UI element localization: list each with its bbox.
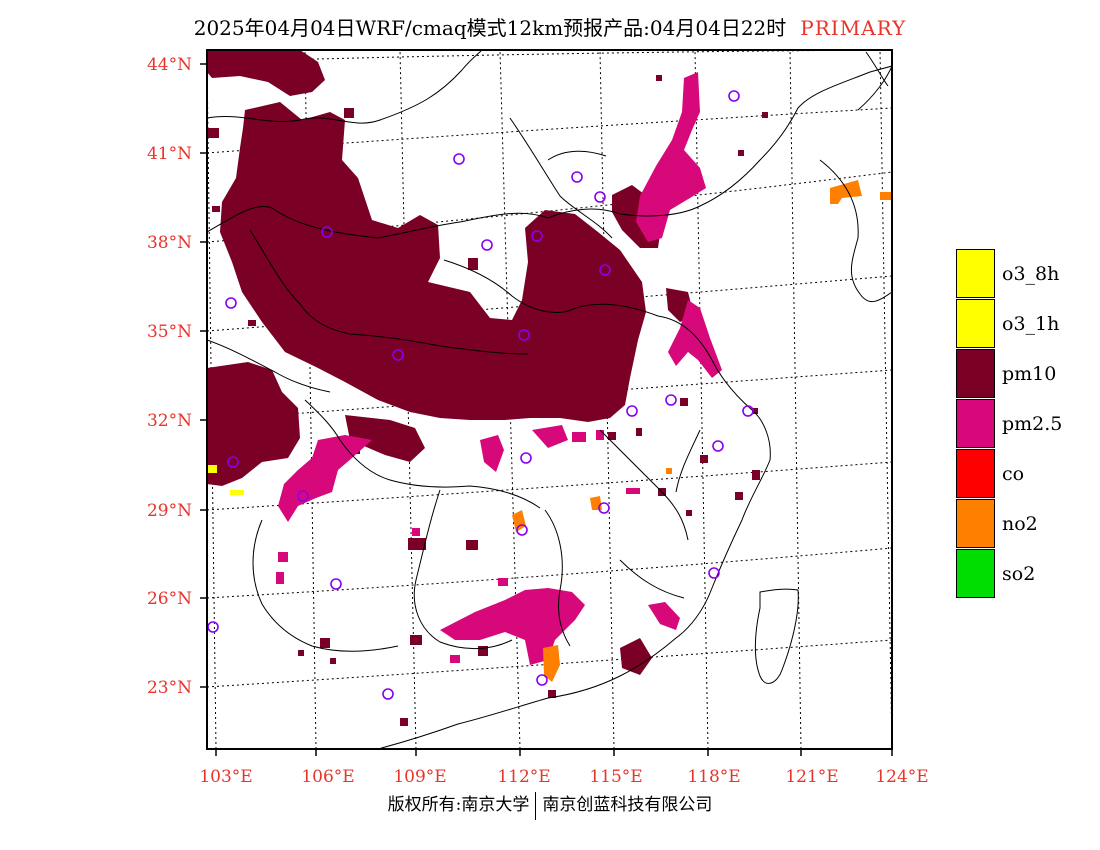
copyright-divider xyxy=(535,791,537,820)
lat-label-23: 23°N xyxy=(147,678,192,698)
tick-marks xyxy=(200,63,893,756)
legend-swatch-pm10 xyxy=(956,349,995,398)
legend-label-so2: so2 xyxy=(1002,563,1036,585)
legend-swatch-so2 xyxy=(956,549,995,598)
legend-label-pm25: pm2.5 xyxy=(1002,413,1063,435)
legend-swatch-o3-8h xyxy=(956,249,995,298)
no2-region xyxy=(512,180,892,682)
legend-item-pm25: pm2.5 xyxy=(956,399,1096,449)
legend-label-o3-8h: o3_8h xyxy=(1002,263,1060,285)
legend-swatch-co xyxy=(956,449,995,498)
lon-label-115: 115°E xyxy=(589,767,642,787)
legend-swatch-no2 xyxy=(956,499,995,548)
copyright-company: 南京创蓝科技有限公司 xyxy=(542,795,713,815)
legend-item-o3-1h: o3_1h xyxy=(956,299,1096,349)
latitude-labels: 44°N 41°N 38°N 35°N 32°N 29°N 26°N 23°N xyxy=(147,55,192,698)
legend-label-o3-1h: o3_1h xyxy=(1002,313,1060,335)
lat-label-29: 29°N xyxy=(147,501,192,521)
lat-label-38: 38°N xyxy=(147,233,192,253)
map-title: 2025年04月04日WRF/cmaq模式12km预报产品:04月04日22时 P… xyxy=(0,12,1100,41)
legend-label-no2: no2 xyxy=(1002,513,1038,535)
lon-label-112: 112°E xyxy=(497,767,550,787)
copyright-holder: 版权所有:南京大学 xyxy=(387,795,530,815)
lat-label-44: 44°N xyxy=(147,55,192,75)
legend-item-pm10: pm10 xyxy=(956,349,1096,399)
pollutant-legend: o3_8h o3_1h pm10 pm2.5 co no2 so2 xyxy=(956,249,1096,599)
legend-label-co: co xyxy=(1002,463,1025,485)
legend-item-no2: no2 xyxy=(956,499,1096,549)
legend-item-so2: so2 xyxy=(956,549,1096,599)
city-markers xyxy=(207,90,754,700)
lon-label-124: 124°E xyxy=(875,767,928,787)
lon-label-103: 103°E xyxy=(199,767,252,787)
map-title-main: 2025年04月04日WRF/cmaq模式12km预报产品:04月04日22时 xyxy=(193,16,787,40)
lat-label-41: 41°N xyxy=(147,144,192,164)
legend-label-pm10: pm10 xyxy=(1002,363,1057,385)
lat-label-32: 32°N xyxy=(147,411,192,431)
copyright-footer: 版权所有:南京大学 南京创蓝科技有限公司 xyxy=(0,790,1100,820)
legend-swatch-pm25 xyxy=(956,399,995,448)
map-content xyxy=(207,50,892,749)
legend-item-co: co xyxy=(956,449,1096,499)
map-frame xyxy=(206,49,893,750)
lat-label-35: 35°N xyxy=(147,322,192,342)
lon-label-106: 106°E xyxy=(301,767,354,787)
o3-region xyxy=(207,465,244,495)
legend-item-o3-8h: o3_8h xyxy=(956,249,1096,299)
legend-swatch-o3-1h xyxy=(956,299,995,348)
primary-tag: PRIMARY xyxy=(800,16,907,40)
lon-label-109: 109°E xyxy=(393,767,446,787)
lon-label-118: 118°E xyxy=(687,767,740,787)
lon-label-121: 121°E xyxy=(785,767,838,787)
pm25-region xyxy=(276,72,722,665)
longitude-labels: 103°E 106°E 109°E 112°E 115°E 118°E 121°… xyxy=(199,767,928,787)
lat-label-26: 26°N xyxy=(147,589,192,609)
